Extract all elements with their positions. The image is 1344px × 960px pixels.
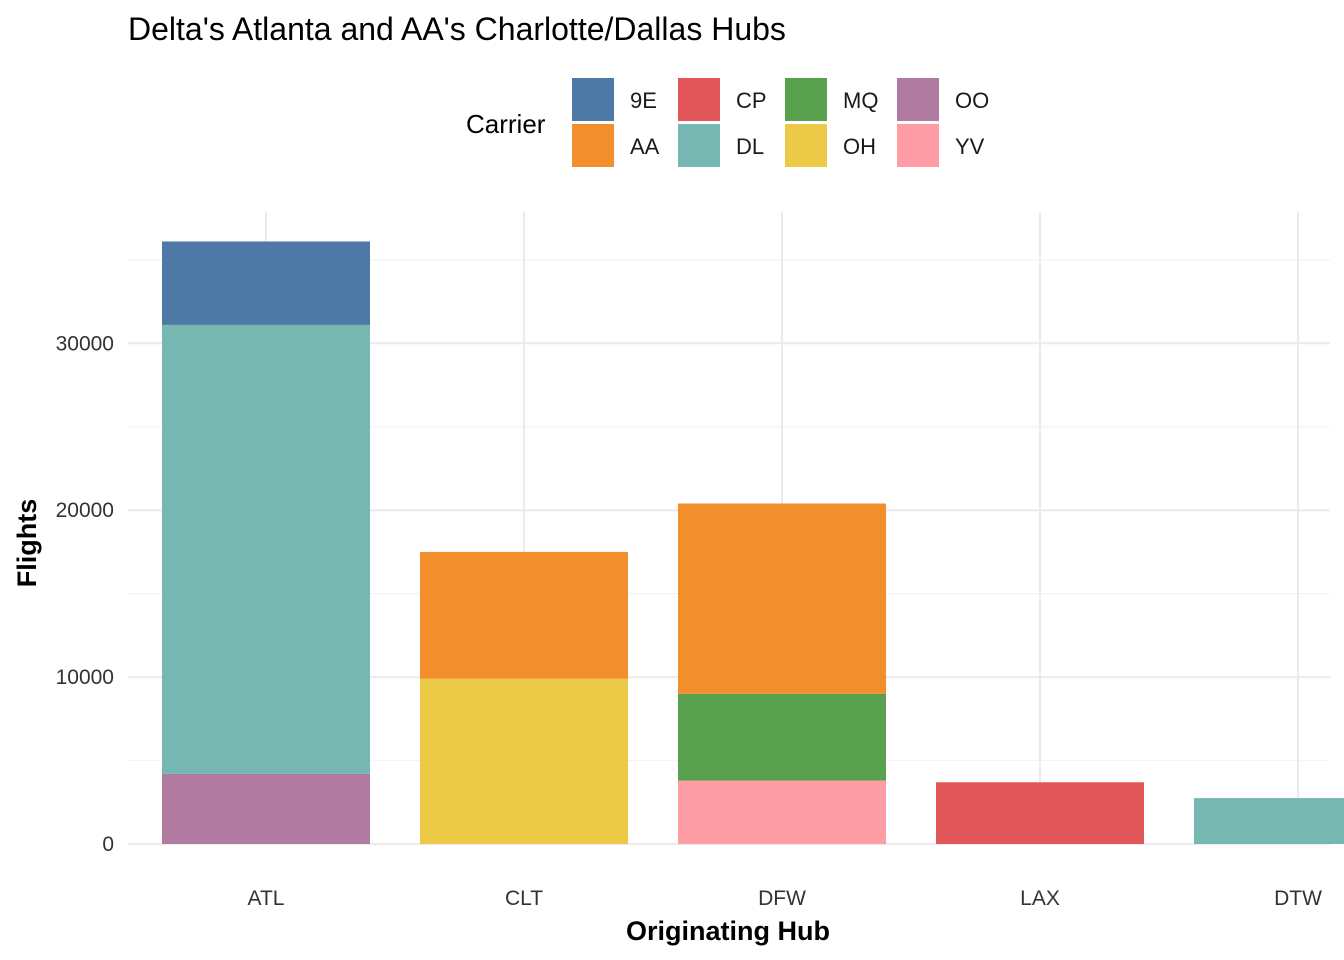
legend-label-oo: OO: [955, 88, 989, 113]
legend-key-oh: [785, 124, 827, 167]
y-axis-ticks: 0 10000 20000 30000: [56, 332, 114, 856]
y-tick-label: 0: [102, 833, 114, 856]
bar-dfw-mq: [678, 693, 886, 781]
legend-key-oo: [897, 78, 939, 121]
legend-label-aa: AA: [630, 134, 660, 159]
legend: Carrier 9E AA CP DL MQ OH OO YV: [466, 78, 989, 167]
legend-title: Carrier: [466, 109, 546, 139]
legend-key-mq: [785, 78, 827, 121]
x-tick-label-lax: LAX: [1020, 887, 1060, 910]
x-tick-label-clt: CLT: [505, 887, 543, 910]
bar-clt-aa: [420, 551, 628, 679]
legend-key-cp: [678, 78, 720, 121]
legend-label-mq: MQ: [843, 88, 878, 113]
bar-dtw-dl: [1194, 798, 1344, 844]
bar-clt-oh: [420, 678, 628, 844]
y-tick-label: 20000: [56, 499, 114, 522]
legend-label-yv: YV: [955, 134, 985, 159]
legend-label-oh: OH: [843, 134, 876, 159]
x-tick-label-dfw: DFW: [758, 887, 806, 910]
bar-atl-oo: [162, 773, 370, 844]
x-axis-title: Originating Hub: [626, 916, 830, 946]
x-axis-ticks: ATL CLT DFW LAX DTW: [248, 887, 1323, 910]
bars: [162, 241, 1344, 844]
plot-area: 0 10000 20000 30000 ATL CLT DFW LAX DTW: [56, 212, 1344, 910]
y-tick-label: 10000: [56, 666, 114, 689]
bar-dfw-aa: [678, 503, 886, 694]
legend-label-cp: CP: [736, 88, 767, 113]
bar-dfw-yv: [678, 780, 886, 844]
x-tick-label-atl: ATL: [248, 887, 285, 910]
x-tick-label-dtw: DTW: [1274, 887, 1322, 910]
legend-key-yv: [897, 124, 939, 167]
y-axis-title: Flights: [12, 499, 42, 588]
legend-key-9e: [572, 78, 614, 121]
legend-key-aa: [572, 124, 614, 167]
legend-label-dl: DL: [736, 134, 764, 159]
bar-lax-cp: [936, 782, 1144, 844]
bar-atl-9e: [162, 241, 370, 325]
chart-title: Delta's Atlanta and AA's Charlotte/Dalla…: [128, 11, 786, 47]
legend-label-9e: 9E: [630, 88, 657, 113]
legend-key-dl: [678, 124, 720, 167]
y-tick-label: 30000: [56, 332, 114, 355]
bar-atl-dl: [162, 324, 370, 774]
